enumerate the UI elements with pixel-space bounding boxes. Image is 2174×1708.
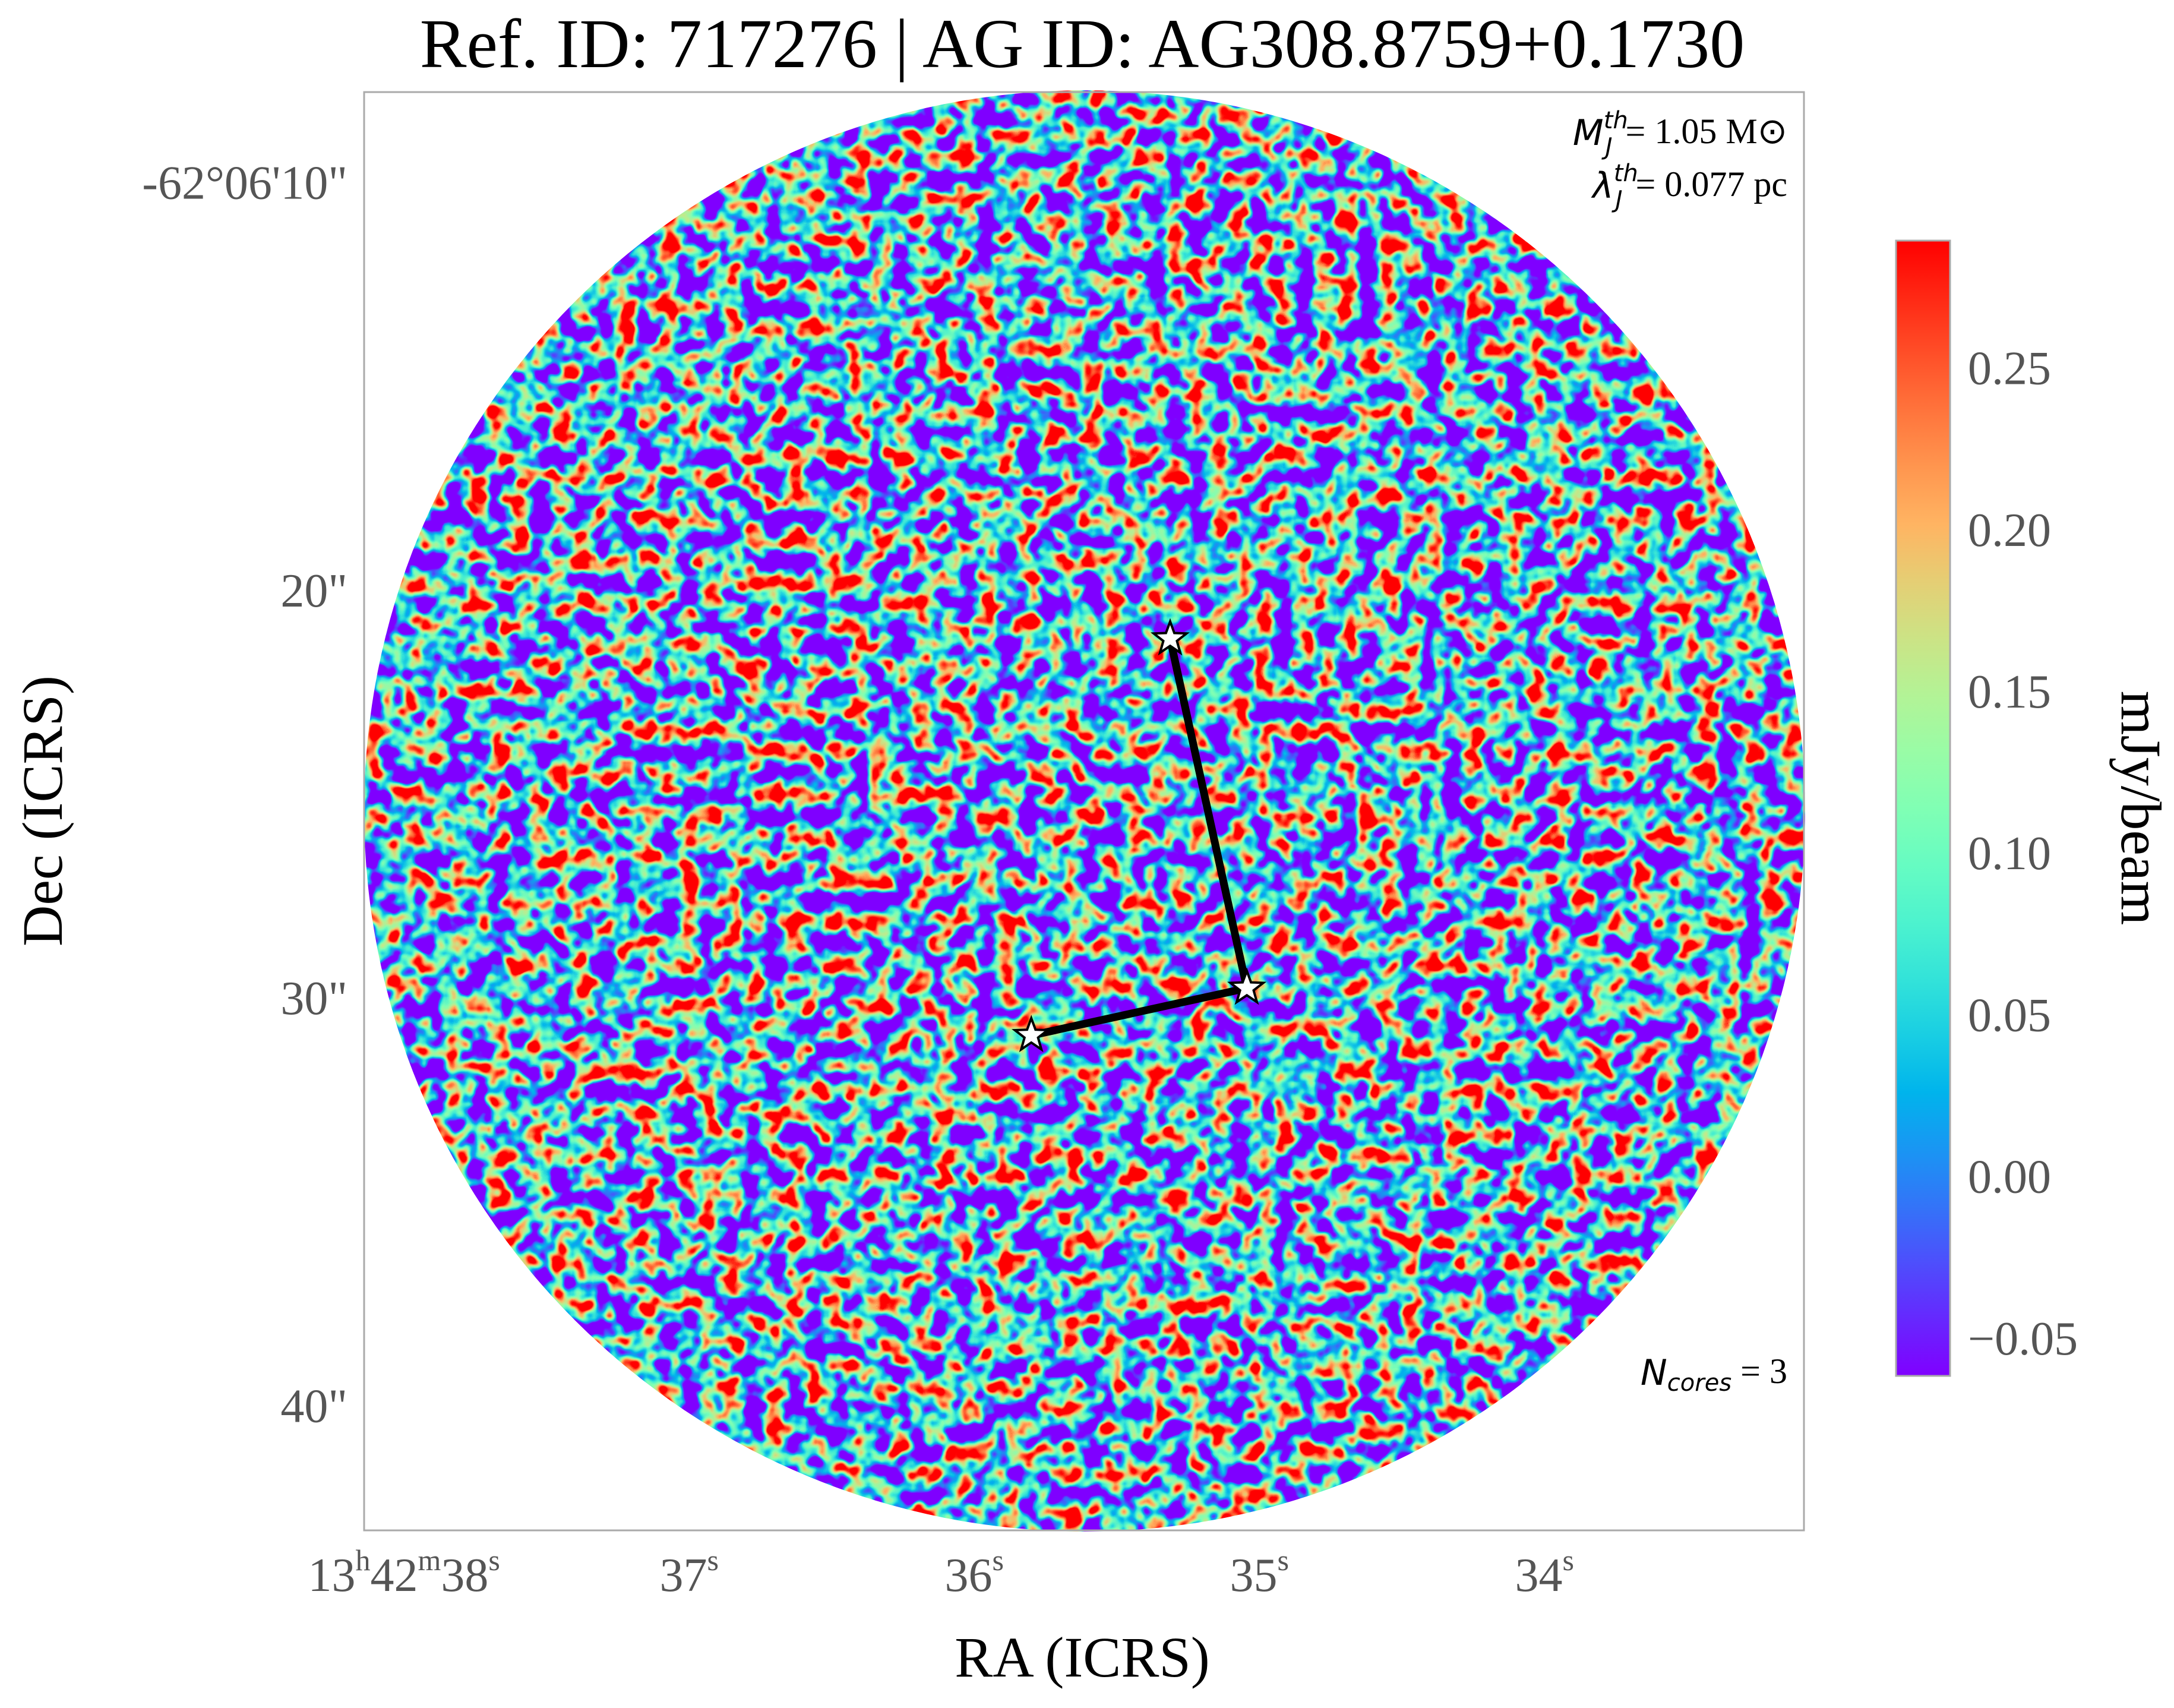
annotation: Mth J = 1.05 M⊙: [1573, 107, 1787, 160]
annotation-symbol: λ: [1591, 165, 1614, 207]
intensity-map: [364, 90, 1805, 1532]
y-tick-label: 30": [280, 973, 347, 1025]
colorbar-label: mJy/beam: [2109, 691, 2173, 926]
mst-edge: [1027, 984, 1251, 1040]
colorbar-tick-label: 0.20: [1968, 504, 2051, 557]
y-axis-label: Dec (ICRS): [11, 675, 74, 946]
sky-image: [364, 90, 1805, 1532]
annotation: Ncores = 3: [1641, 1352, 1787, 1397]
annotation-sub: cores: [1667, 1369, 1731, 1397]
annotation-text: = 1.05 M⊙: [1626, 112, 1787, 151]
colorbar: [1895, 239, 1951, 1377]
colorbar-tick-label: −0.05: [1968, 1313, 2078, 1365]
plot-frame: [363, 91, 1805, 1532]
core-marker: [1227, 967, 1267, 1005]
x-tick-label: 35s: [1230, 1543, 1288, 1602]
colorbar-tick-label: 0.15: [1968, 666, 2051, 718]
chart-title: Ref. ID: 717276 | AG ID: AG308.8759+0.17…: [420, 5, 1745, 83]
y-tick-label: 40": [280, 1380, 347, 1432]
annotation-symbol: M: [1573, 112, 1604, 154]
annotation-text: = 0.077 pc: [1636, 165, 1787, 204]
x-axis-label: RA (ICRS): [955, 1625, 1209, 1689]
x-tick-label: 13h42m38s: [308, 1543, 500, 1602]
annotation-text: = 3: [1731, 1352, 1787, 1391]
colorbar-tick-label: 0.10: [1968, 828, 2051, 880]
x-tick-label: 34s: [1515, 1543, 1573, 1602]
y-tick-label: 20": [280, 565, 347, 617]
core-marker: [1012, 1015, 1051, 1053]
colorbar-tick-label: 0.25: [1968, 343, 2051, 395]
annotation-sup: th: [1614, 160, 1638, 187]
core-marker: [1150, 618, 1190, 656]
y-tick-label: -62°06'10": [142, 157, 347, 210]
annotation-symbol: N: [1641, 1352, 1667, 1394]
x-tick-label: 37s: [659, 1543, 718, 1602]
colorbar-tick-label: 0.05: [1968, 989, 2051, 1041]
annotation-sup: th: [1604, 107, 1628, 134]
x-tick-label: 36s: [944, 1543, 1003, 1602]
mst-edge: [1166, 634, 1251, 992]
colorbar-tick-label: 0.00: [1968, 1151, 2051, 1204]
